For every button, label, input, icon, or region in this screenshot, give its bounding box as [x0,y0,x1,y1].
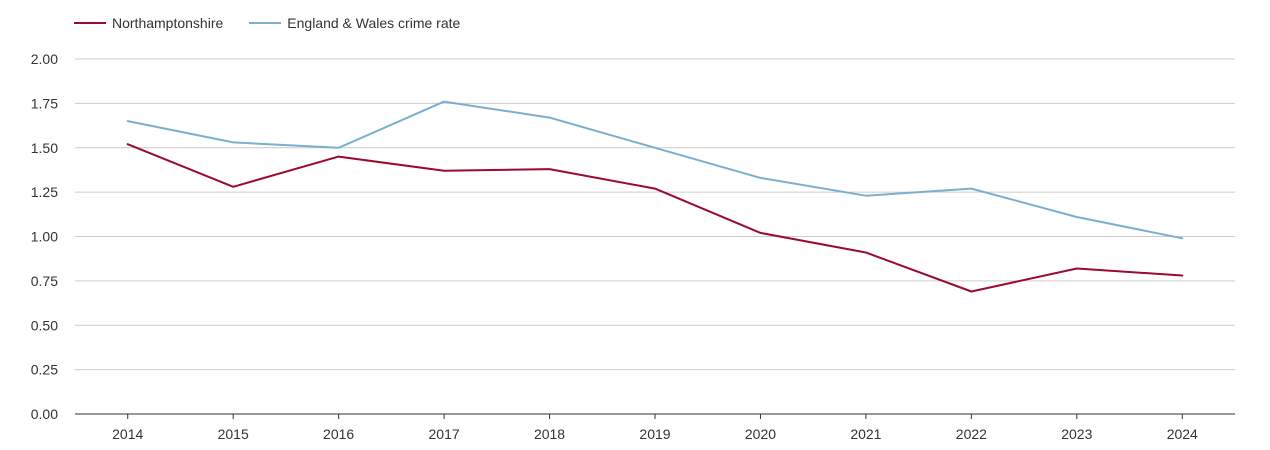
data-point[interactable] [546,165,554,173]
x-tick-label: 2017 [429,426,460,442]
legend-item-england-wales[interactable]: England & Wales crime rate [249,15,460,31]
data-point[interactable] [862,248,870,256]
x-tick-label: 2021 [850,426,881,442]
x-tick-label: 2014 [112,426,143,442]
data-point[interactable] [229,183,237,191]
y-tick-label: 0.00 [31,406,58,422]
data-point[interactable] [756,174,764,182]
legend-swatch-england-wales [249,22,282,24]
data-point[interactable] [124,140,132,148]
x-tick-label: 2024 [1167,426,1198,442]
series-line-england-wales[interactable] [126,100,1184,240]
data-point[interactable] [967,185,975,193]
x-tick-label: 2022 [956,426,987,442]
data-point[interactable] [229,138,237,146]
y-tick-label: 1.25 [31,184,58,200]
y-tick-label: 1.00 [31,229,58,245]
legend-label-england-wales: England & Wales crime rate [287,15,461,31]
x-tick-label: 2016 [323,426,354,442]
data-point[interactable] [1178,234,1186,242]
data-point[interactable] [335,153,343,161]
legend-swatch-northamptonshire [74,22,106,24]
y-tick-label: 0.50 [31,317,58,333]
chart-legend: Northamptonshire England & Wales crime r… [74,15,486,31]
data-point[interactable] [546,114,554,122]
x-tick-label: 2023 [1061,426,1092,442]
y-tick-label: 2.00 [31,51,58,67]
data-point[interactable] [651,144,659,152]
legend-item-northamptonshire[interactable]: Northamptonshire [74,15,223,31]
x-tick-label: 2018 [534,426,565,442]
data-point[interactable] [440,167,448,175]
data-point[interactable] [1178,272,1186,280]
data-point[interactable] [756,229,764,237]
y-tick-label: 0.25 [31,362,58,378]
data-point[interactable] [967,288,975,296]
y-tick-label: 1.50 [31,140,58,156]
series-line-northamptonshire[interactable] [126,143,1184,293]
x-tick-label: 2019 [639,426,670,442]
data-point[interactable] [1073,213,1081,221]
legend-label-northamptonshire: Northamptonshire [112,15,224,31]
y-tick-label: 0.75 [31,273,58,289]
data-point[interactable] [124,117,132,125]
data-point[interactable] [651,185,659,193]
data-point[interactable] [440,98,448,106]
x-tick-label: 2020 [745,426,776,442]
data-point[interactable] [862,192,870,200]
y-tick-label: 1.75 [31,95,58,111]
data-point[interactable] [1073,264,1081,272]
x-tick-label: 2015 [218,426,249,442]
data-point[interactable] [335,144,343,152]
